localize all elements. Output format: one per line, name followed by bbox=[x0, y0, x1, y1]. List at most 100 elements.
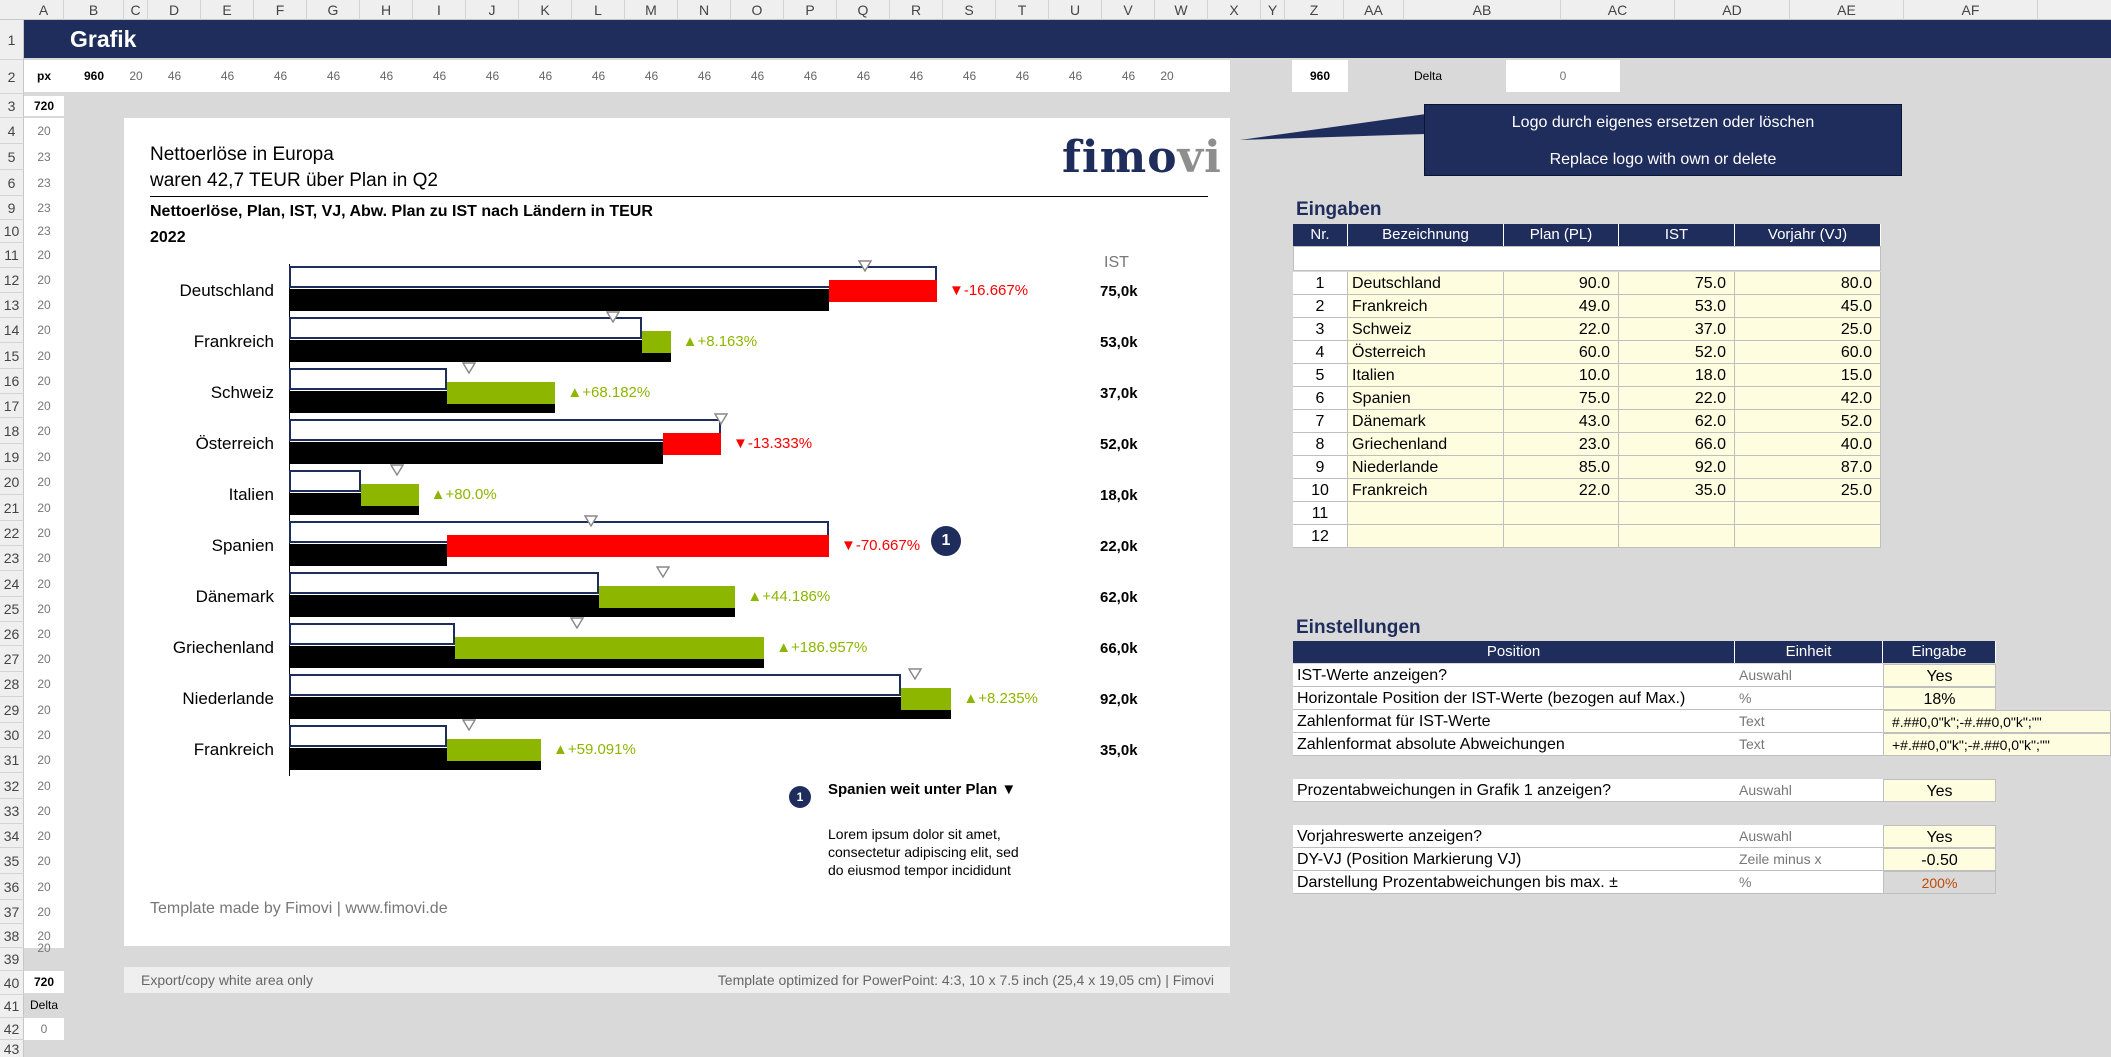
row-header[interactable]: 34 bbox=[0, 824, 24, 848]
setting-input[interactable]: Yes bbox=[1883, 779, 1996, 802]
row-height-cell[interactable]: 20 bbox=[24, 243, 64, 268]
setting-input[interactable]: #.##0,0"k";-#.##0,0"k";"" bbox=[1883, 710, 2111, 733]
row-height-cell[interactable]: 23 bbox=[24, 220, 64, 243]
setting-input[interactable]: 200% bbox=[1883, 871, 1996, 894]
bottom-height-720[interactable]: 720 bbox=[24, 971, 64, 993]
px-cell[interactable]: 46 bbox=[1102, 60, 1155, 92]
px-cell[interactable]: 46 bbox=[731, 60, 784, 92]
px-cell[interactable]: 46 bbox=[1049, 60, 1102, 92]
eingaben-cell[interactable]: 25.0 bbox=[1735, 318, 1881, 341]
row-header[interactable]: 24 bbox=[0, 571, 24, 597]
row-header[interactable]: 17 bbox=[0, 394, 24, 418]
row-header[interactable]: 28 bbox=[0, 672, 24, 697]
column-header[interactable]: AC bbox=[1561, 0, 1675, 20]
fimovi-logo[interactable]: fimovi bbox=[1062, 132, 1222, 183]
row-height-cell[interactable]: 20 bbox=[24, 748, 64, 773]
eingaben-cell[interactable]: 4 bbox=[1293, 341, 1348, 364]
row-height-cell[interactable]: 20 bbox=[24, 697, 64, 723]
column-header[interactable]: L bbox=[572, 0, 625, 20]
eingaben-cell[interactable]: Frankreich bbox=[1348, 295, 1504, 318]
eingaben-cell[interactable]: 3 bbox=[1293, 318, 1348, 341]
column-header[interactable]: Z bbox=[1285, 0, 1344, 20]
eingaben-cell[interactable]: Dänemark bbox=[1348, 410, 1504, 433]
eingaben-cell[interactable]: 42.0 bbox=[1735, 387, 1881, 410]
eingaben-cell[interactable]: 10 bbox=[1293, 479, 1348, 502]
eingaben-cell[interactable]: 45.0 bbox=[1735, 295, 1881, 318]
eingaben-cell[interactable] bbox=[1348, 502, 1504, 525]
eingaben-cell[interactable]: 15.0 bbox=[1735, 364, 1881, 387]
eingaben-cell[interactable]: 66.0 bbox=[1619, 433, 1735, 456]
row-header[interactable]: 29 bbox=[0, 697, 24, 723]
row-height-cell[interactable]: 23 bbox=[24, 170, 64, 196]
column-header[interactable]: H bbox=[360, 0, 413, 20]
column-header[interactable]: O bbox=[731, 0, 784, 20]
row-header[interactable]: 13 bbox=[0, 293, 24, 318]
row-header[interactable]: 26 bbox=[0, 622, 24, 646]
px-cell[interactable]: 46 bbox=[201, 60, 254, 92]
px-cell[interactable]: 46 bbox=[360, 60, 413, 92]
eingaben-cell[interactable]: Italien bbox=[1348, 364, 1504, 387]
row-header[interactable]: 39 bbox=[0, 948, 24, 971]
eingaben-cell[interactable]: 10.0 bbox=[1504, 364, 1619, 387]
eingaben-cell[interactable]: 35.0 bbox=[1619, 479, 1735, 502]
column-header[interactable]: V bbox=[1102, 0, 1155, 20]
row-header[interactable]: 11 bbox=[0, 243, 24, 268]
eingaben-cell[interactable]: Frankreich bbox=[1348, 479, 1504, 502]
row-height-cell[interactable]: 20 bbox=[24, 900, 64, 924]
eingaben-cell[interactable]: 80.0 bbox=[1735, 272, 1881, 295]
row-height-cell[interactable]: 20 bbox=[24, 318, 64, 343]
eingaben-cell[interactable]: 22.0 bbox=[1504, 318, 1619, 341]
column-header[interactable]: AE bbox=[1790, 0, 1904, 20]
row-header[interactable]: 33 bbox=[0, 799, 24, 824]
row-height-cell[interactable]: 20 bbox=[24, 848, 64, 874]
row-height-cell[interactable]: 20 bbox=[24, 773, 64, 799]
row-height-cell[interactable]: 20 bbox=[24, 571, 64, 597]
row-height-cell[interactable]: 20 bbox=[24, 343, 64, 369]
px-cell[interactable]: 46 bbox=[413, 60, 466, 92]
column-header[interactable]: Q bbox=[837, 0, 890, 20]
column-header[interactable]: S bbox=[943, 0, 996, 20]
row-header[interactable]: 21 bbox=[0, 495, 24, 521]
px-cell[interactable]: 46 bbox=[837, 60, 890, 92]
eingaben-cell[interactable] bbox=[1619, 502, 1735, 525]
column-header[interactable]: K bbox=[519, 0, 572, 20]
column-header[interactable]: B bbox=[64, 0, 124, 20]
eingaben-cell[interactable] bbox=[1348, 525, 1504, 548]
column-header[interactable]: R bbox=[890, 0, 943, 20]
eingaben-cell[interactable]: 87.0 bbox=[1735, 456, 1881, 479]
row-height-cell[interactable]: 20 bbox=[24, 268, 64, 293]
column-header[interactable]: F bbox=[254, 0, 307, 20]
px-cell[interactable]: 46 bbox=[996, 60, 1049, 92]
eingaben-cell[interactable]: 49.0 bbox=[1504, 295, 1619, 318]
eingaben-cell[interactable]: 62.0 bbox=[1619, 410, 1735, 433]
eingaben-cell[interactable]: Spanien bbox=[1348, 387, 1504, 410]
row-height-cell[interactable]: 20 bbox=[24, 293, 64, 318]
row-header[interactable]: 30 bbox=[0, 723, 24, 748]
eingaben-cell[interactable] bbox=[1735, 502, 1881, 525]
row-header[interactable]: 35 bbox=[0, 848, 24, 874]
row-header[interactable]: 6 bbox=[0, 170, 24, 196]
px-cell[interactable]: 46 bbox=[625, 60, 678, 92]
eingaben-cell[interactable]: 9 bbox=[1293, 456, 1348, 479]
width-960-z[interactable]: 960 bbox=[1292, 60, 1348, 92]
eingaben-cell[interactable]: 75.0 bbox=[1619, 272, 1735, 295]
px-cell[interactable]: 46 bbox=[784, 60, 837, 92]
row-height-cell[interactable]: 20 bbox=[24, 118, 64, 144]
row-header[interactable]: 25 bbox=[0, 597, 24, 622]
setting-input[interactable]: +#.##0,0"k";-#.##0,0"k";"" bbox=[1883, 733, 2111, 756]
row-height-cell[interactable]: 20 bbox=[24, 672, 64, 697]
column-header[interactable]: T bbox=[996, 0, 1049, 20]
setting-input[interactable]: 18% bbox=[1883, 687, 1996, 710]
row-header[interactable]: 38 bbox=[0, 924, 24, 948]
width-960[interactable]: 960 bbox=[83, 69, 105, 83]
px-cell[interactable]: 46 bbox=[254, 60, 307, 92]
px-cell[interactable]: 46 bbox=[307, 60, 360, 92]
column-header[interactable]: N bbox=[678, 0, 731, 20]
eingaben-cell[interactable]: 85.0 bbox=[1504, 456, 1619, 479]
row-header[interactable]: 37 bbox=[0, 900, 24, 924]
row-header[interactable]: 41 bbox=[0, 995, 24, 1018]
row-height-cell[interactable]: 20 bbox=[24, 622, 64, 646]
row-header[interactable]: 4 bbox=[0, 118, 24, 144]
row-header[interactable]: 12 bbox=[0, 268, 24, 293]
px-cell[interactable]: 20 bbox=[1155, 60, 1179, 92]
